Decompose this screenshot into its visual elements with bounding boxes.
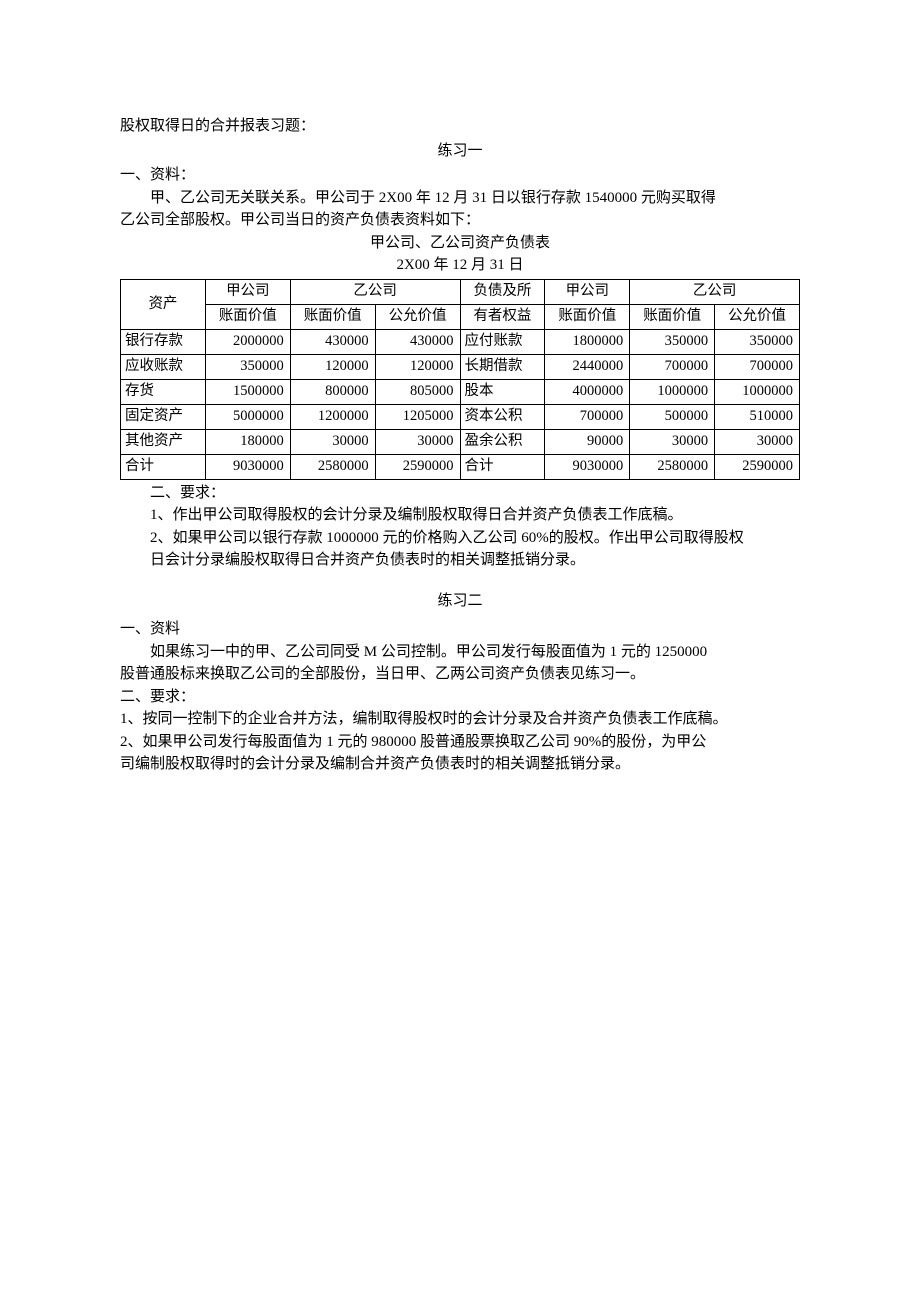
cell: 1200000: [290, 404, 375, 429]
ex2-req2b: 司编制股权取得时的会计分录及编制合并资产负债表时的相关调整抵销分录。: [120, 753, 800, 776]
cell: 90000: [545, 429, 630, 454]
table-row: 银行存款 2000000 430000 430000 应付账款 1800000 …: [121, 329, 800, 354]
cell: 30000: [290, 429, 375, 454]
balance-sheet-table: 资产 甲公司 乙公司 负债及所 甲公司 乙公司 账面价值 账面价值 公允价值 有…: [120, 279, 800, 480]
cell: 430000: [290, 329, 375, 354]
col-lyi-book: 账面价值: [630, 304, 715, 329]
ex2-req2a: 2、如果甲公司发行每股面值为 1 元的 980000 股普通股票换取乙公司 90…: [120, 731, 800, 754]
table-caption-2: 2X00 年 12 月 31 日: [120, 254, 800, 277]
table-row: 其他资产 180000 30000 30000 盈余公积 90000 30000…: [121, 429, 800, 454]
table-header-row-1: 资产 甲公司 乙公司 负债及所 甲公司 乙公司: [121, 279, 800, 304]
cell: 180000: [205, 429, 290, 454]
table-row: 应收账款 350000 120000 120000 长期借款 2440000 7…: [121, 354, 800, 379]
col-yi-book: 账面价值: [290, 304, 375, 329]
cell: 1500000: [205, 379, 290, 404]
cell: 2580000: [630, 454, 715, 479]
cell: 1205000: [375, 404, 460, 429]
col-jia-book: 账面价值: [205, 304, 290, 329]
cell: 2000000: [205, 329, 290, 354]
cell: 30000: [375, 429, 460, 454]
cell-asset: 应收账款: [121, 354, 206, 379]
cell: 700000: [630, 354, 715, 379]
doc-title: 股权取得日的合并报表习题：: [120, 115, 800, 138]
cell: 120000: [290, 354, 375, 379]
cell-asset: 银行存款: [121, 329, 206, 354]
ex1-section1-label: 一、资料：: [120, 164, 800, 187]
col-liab-l2: 有者权益: [460, 304, 545, 329]
ex1-req1: 1、作出甲公司取得股权的会计分录及编制股权取得日合并资产负债表工作底稿。: [120, 504, 800, 527]
ex1-p1: 甲、乙公司无关联关系。甲公司于 2X00 年 12 月 31 日以银行存款 15…: [120, 187, 800, 210]
col-ljia-book: 账面价值: [545, 304, 630, 329]
cell: 4000000: [545, 379, 630, 404]
ex1-p2: 乙公司全部股权。甲公司当日的资产负债表资料如下：: [120, 209, 800, 232]
cell: 1800000: [545, 329, 630, 354]
cell: 9030000: [205, 454, 290, 479]
col-lyi-fair: 公允价值: [715, 304, 800, 329]
table-row: 存货 1500000 800000 805000 股本 4000000 1000…: [121, 379, 800, 404]
cell-liab: 盈余公积: [460, 429, 545, 454]
col-assets: 资产: [121, 279, 206, 329]
cell-liab: 应付账款: [460, 329, 545, 354]
table-row: 合计 9030000 2580000 2590000 合计 9030000 25…: [121, 454, 800, 479]
cell-liab: 长期借款: [460, 354, 545, 379]
table-header-row-2: 账面价值 账面价值 公允价值 有者权益 账面价值 账面价值 公允价值: [121, 304, 800, 329]
ex2-p1: 如果练习一中的甲、乙公司同受 M 公司控制。甲公司发行每股面值为 1 元的 12…: [120, 641, 800, 664]
cell: 9030000: [545, 454, 630, 479]
ex1-req2a: 2、如果甲公司以银行存款 1000000 元的价格购入乙公司 60%的股权。作出…: [120, 527, 800, 550]
cell: 700000: [545, 404, 630, 429]
ex1-section2-label: 二、要求：: [120, 482, 800, 505]
cell: 30000: [715, 429, 800, 454]
cell: 350000: [205, 354, 290, 379]
cell-liab: 合计: [460, 454, 545, 479]
col-yi: 乙公司: [290, 279, 460, 304]
cell: 430000: [375, 329, 460, 354]
col-jia: 甲公司: [205, 279, 290, 304]
cell: 2590000: [375, 454, 460, 479]
cell: 700000: [715, 354, 800, 379]
cell-asset: 固定资产: [121, 404, 206, 429]
cell: 30000: [630, 429, 715, 454]
ex1-req2b: 日会计分录编股权取得日合并资产负债表时的相关调整抵销分录。: [120, 549, 800, 572]
cell: 2580000: [290, 454, 375, 479]
document-page: 股权取得日的合并报表习题： 练习一 一、资料： 甲、乙公司无关联关系。甲公司于 …: [0, 0, 920, 776]
ex2-p2: 股普通股标来换取乙公司的全部股份，当日甲、乙两公司资产负债表见练习一。: [120, 663, 800, 686]
ex2-req1: 1、按同一控制下的企业合并方法，编制取得股权时的会计分录及合并资产负债表工作底稿…: [120, 708, 800, 731]
exercise-1-heading: 练习一: [120, 140, 800, 163]
cell: 805000: [375, 379, 460, 404]
cell: 2440000: [545, 354, 630, 379]
cell: 350000: [715, 329, 800, 354]
col-yi-2: 乙公司: [630, 279, 800, 304]
cell-asset: 存货: [121, 379, 206, 404]
col-liab-l1: 负债及所: [460, 279, 545, 304]
cell: 5000000: [205, 404, 290, 429]
cell: 350000: [630, 329, 715, 354]
col-jia-2: 甲公司: [545, 279, 630, 304]
cell: 120000: [375, 354, 460, 379]
col-yi-fair: 公允价值: [375, 304, 460, 329]
cell-liab: 资本公积: [460, 404, 545, 429]
cell-asset: 其他资产: [121, 429, 206, 454]
cell-liab: 股本: [460, 379, 545, 404]
ex2-section1-label: 一、资料: [120, 618, 800, 641]
cell: 1000000: [715, 379, 800, 404]
table-caption-1: 甲公司、乙公司资产负债表: [120, 232, 800, 255]
table-row: 固定资产 5000000 1200000 1205000 资本公积 700000…: [121, 404, 800, 429]
cell: 500000: [630, 404, 715, 429]
cell: 800000: [290, 379, 375, 404]
cell: 2590000: [715, 454, 800, 479]
cell-asset: 合计: [121, 454, 206, 479]
cell: 510000: [715, 404, 800, 429]
exercise-2-heading: 练习二: [120, 590, 800, 613]
cell: 1000000: [630, 379, 715, 404]
ex2-section2-label: 二、要求：: [120, 686, 800, 709]
